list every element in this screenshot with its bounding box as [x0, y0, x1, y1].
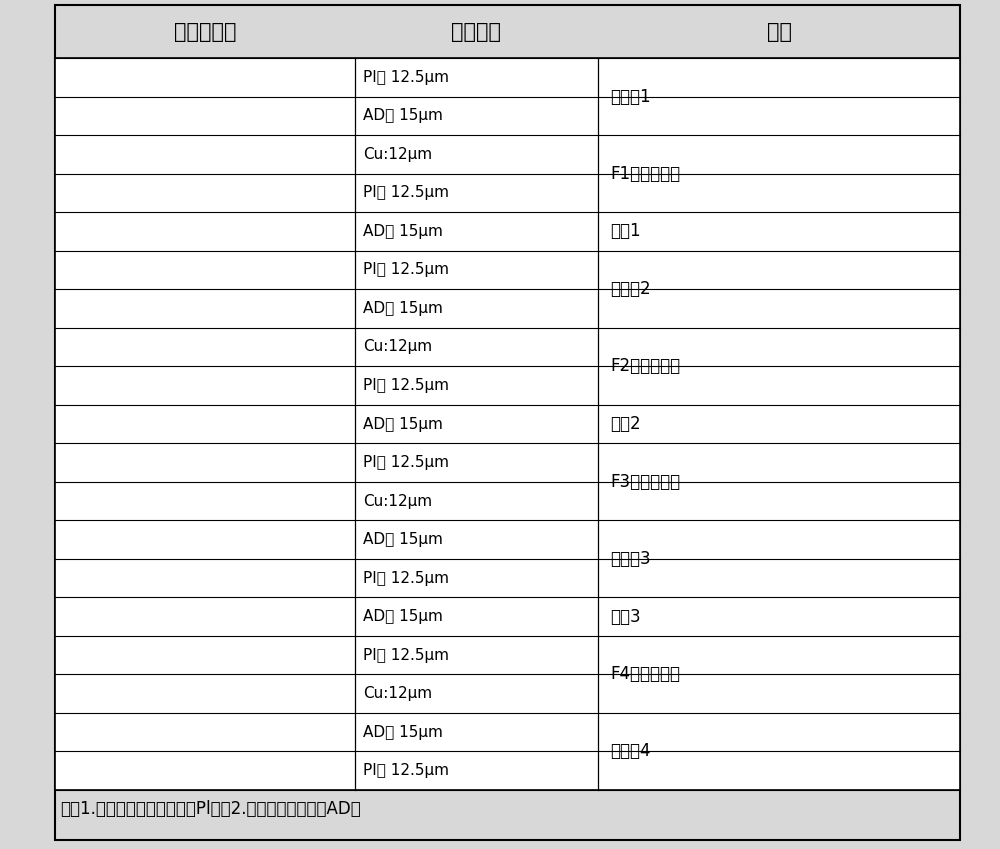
Text: 材料: 材料 [767, 21, 792, 42]
Text: 覆盖膜4: 覆盖膜4 [610, 743, 650, 761]
Text: AD： 15μm: AD： 15μm [363, 417, 443, 431]
Text: 覆盖膜1: 覆盖膜1 [610, 87, 651, 105]
Text: 覆盖膜3: 覆盖膜3 [610, 550, 651, 568]
Text: 纯胶2: 纯胶2 [610, 415, 641, 433]
Text: PI： 12.5μm: PI： 12.5μm [363, 378, 449, 393]
Text: AD： 15μm: AD： 15μm [363, 224, 443, 239]
Text: 覆盖膜2: 覆盖膜2 [610, 280, 651, 298]
Text: 纯胶1: 纯胶1 [610, 222, 641, 240]
Text: PI： 12.5μm: PI： 12.5μm [363, 185, 449, 200]
Text: F2无胶电解铜: F2无胶电解铜 [610, 357, 680, 375]
Bar [55, 58, 960, 790]
Text: AD： 15μm: AD： 15μm [363, 109, 443, 123]
Text: PI： 12.5μm: PI： 12.5μm [363, 455, 449, 470]
Text: AD： 15μm: AD： 15μm [363, 609, 443, 624]
Text: PI： 12.5μm: PI： 12.5μm [363, 648, 449, 663]
Text: F1无胶电解铜: F1无胶电解铜 [610, 165, 680, 183]
Text: AD： 15μm: AD： 15μm [363, 301, 443, 316]
Text: Cu:12μm: Cu:12μm [363, 340, 432, 354]
Text: 纯胶3: 纯胶3 [610, 608, 641, 626]
Text: AD： 15μm: AD： 15μm [363, 532, 443, 547]
Text: PI： 12.5μm: PI： 12.5μm [363, 262, 449, 278]
Text: 材料厚度: 材料厚度 [452, 21, 502, 42]
Text: Cu:12μm: Cu:12μm [363, 686, 432, 701]
Text: PI： 12.5μm: PI： 12.5μm [363, 571, 449, 586]
Text: F3无胶电解铜: F3无胶电解铜 [610, 473, 680, 491]
Text: AD： 15μm: AD： 15μm [363, 725, 443, 739]
Text: Cu:12μm: Cu:12μm [363, 493, 432, 509]
Text: 四层板结构: 四层板结构 [174, 21, 236, 42]
Text: PI： 12.5μm: PI： 12.5μm [363, 70, 449, 85]
Text: 注：1.聚酰亚胺（英文表示：Pl）；2.纯胶（英文表示：AD）: 注：1.聚酰亚胺（英文表示：Pl）；2.纯胶（英文表示：AD） [60, 800, 361, 818]
Text: F4无胶电解铜: F4无胶电解铜 [610, 666, 680, 683]
Text: Cu:12μm: Cu:12μm [363, 147, 432, 162]
Text: PI： 12.5μm: PI： 12.5μm [363, 763, 449, 779]
